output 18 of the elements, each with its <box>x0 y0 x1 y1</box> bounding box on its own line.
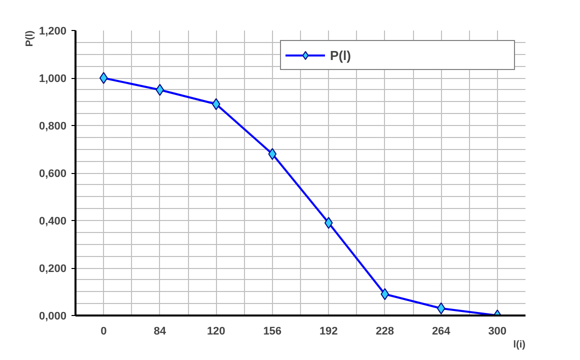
y-tick-label: 0,200 <box>38 263 67 275</box>
y-tick-label: 0,400 <box>38 216 67 228</box>
x-tick-label: 300 <box>488 326 507 338</box>
x-tick-label: 120 <box>206 326 226 338</box>
y-axis-title: P(l) <box>24 30 36 47</box>
legend-label: P(l) <box>330 48 352 62</box>
x-tick-label: 228 <box>376 326 394 338</box>
x-tick-label: 264 <box>432 326 452 338</box>
y-tick-label: 0,600 <box>38 168 67 180</box>
x-tick-label: 192 <box>319 326 338 338</box>
x-tick-label: 0 <box>100 326 107 338</box>
y-tick-label: 1,000 <box>38 73 67 85</box>
y-tick-label: 1,200 <box>38 26 67 38</box>
y-tick-label: 0,800 <box>38 120 67 132</box>
y-tick-label: 0,000 <box>38 310 67 322</box>
x-tick-label: 156 <box>263 326 282 338</box>
x-axis-title: l(i) <box>513 340 526 350</box>
x-tick-label: 84 <box>154 326 167 338</box>
